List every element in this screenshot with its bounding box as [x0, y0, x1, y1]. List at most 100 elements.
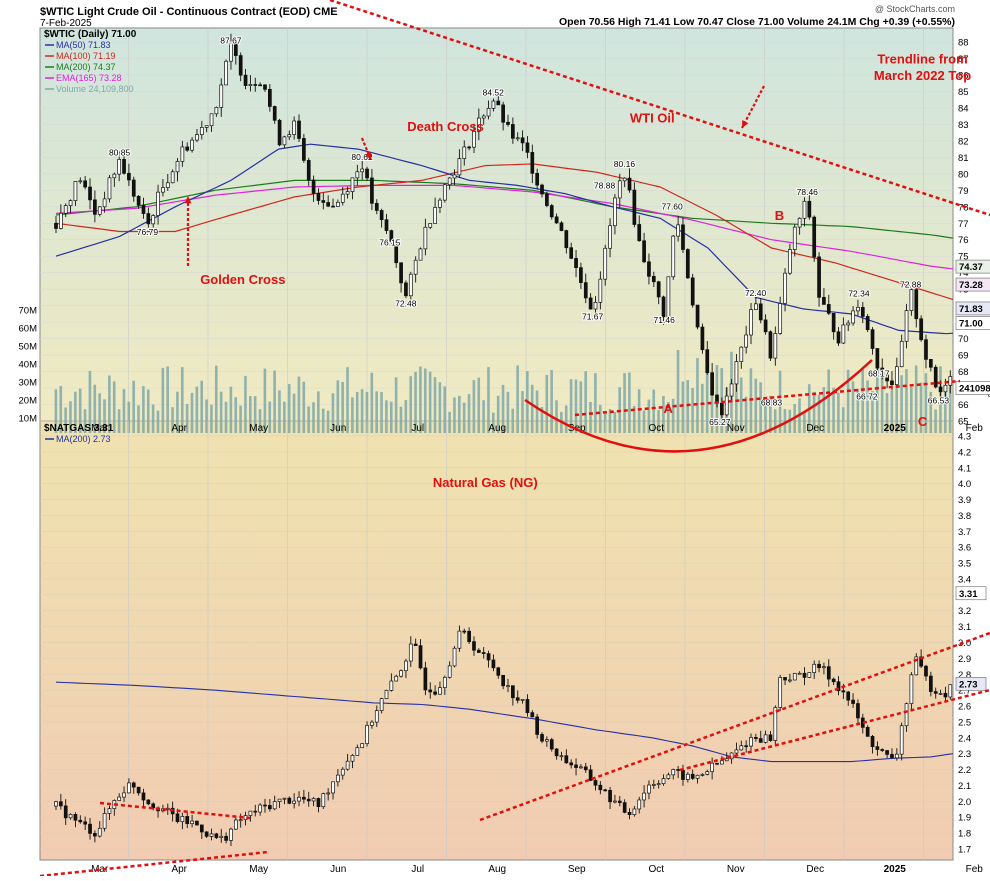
ng-candle-body [413, 643, 418, 647]
ng-candle-body [350, 755, 355, 762]
value-label: 72.88 [900, 280, 922, 290]
oil-candle-body [209, 113, 214, 127]
oil-value-badge-box [955, 301, 990, 316]
volume-bar [841, 407, 845, 433]
ng-candle-body [817, 663, 821, 669]
volume-bar [321, 408, 325, 433]
oil-candle-body [933, 366, 938, 388]
oil-candle-body [983, 337, 986, 349]
volume-bar [195, 386, 199, 433]
volume-bar [623, 373, 626, 433]
ng-candle-body [428, 689, 433, 693]
oil-candle-body [355, 171, 360, 179]
oil-candle-body [418, 248, 423, 261]
ng-price-tick-label: 3.4 [958, 574, 971, 585]
ng-candle-body [238, 819, 243, 822]
month-label: Feb [966, 423, 984, 434]
oil-candle-body [331, 205, 335, 208]
ng-value-badge: 3.31 [959, 589, 978, 600]
oil-candle-body [219, 84, 224, 108]
oil-candle-body [778, 303, 783, 334]
oil-candle-body [83, 180, 88, 188]
value-label: 87.67 [220, 36, 242, 46]
oil-candle-body [894, 366, 899, 386]
rounded-bottom-arc [524, 359, 873, 453]
ng-candle-body [938, 692, 943, 695]
value-label: 72.40 [745, 288, 767, 298]
ng-candle-body [107, 808, 112, 814]
ng-candle-body [481, 652, 486, 654]
ng-candle-body [209, 833, 214, 837]
price-tick-label: 78 [958, 202, 969, 213]
ng-candle-body [302, 796, 306, 800]
ng-candle-body [928, 675, 933, 692]
ng-candle-body [681, 769, 685, 780]
ng-price-tick-label: 3.9 [958, 495, 971, 506]
ng-price-tick-label: 2.2 [958, 765, 971, 776]
volume-bar [914, 365, 918, 433]
ng-ma200-line [55, 681, 953, 763]
ng-candle-body [831, 678, 836, 683]
annotation-label: C [918, 414, 928, 429]
oil-value-badge-box [955, 259, 990, 274]
value-label: 68.17 [868, 369, 890, 379]
ng-candle-body [622, 802, 627, 813]
oil-candle-body [141, 204, 146, 214]
volume-bar [166, 366, 169, 433]
ng-candle-body [593, 780, 598, 786]
oil-candle-body [826, 304, 831, 314]
oil-candle-body [204, 125, 209, 128]
ng-candle-body [399, 670, 403, 677]
oil-value-badge: 24109800 [959, 384, 990, 395]
golden-cross-arrow-head [184, 196, 192, 204]
oil-candle-body [788, 249, 792, 274]
price-tick-label: 82 [958, 136, 969, 147]
volume-bar [954, 394, 957, 433]
ng-candle-body [559, 755, 564, 758]
price-tick-label: 77 [958, 219, 969, 230]
volume-bar [171, 407, 174, 433]
volume-bar [856, 389, 860, 433]
volume-bar [642, 410, 646, 433]
ng-candle-body [418, 645, 423, 669]
ng-candle-body [54, 801, 58, 807]
oil-candle-body [408, 273, 413, 297]
oil-candle-body [233, 43, 238, 56]
ng-price-tick-label: 4.1 [958, 463, 971, 474]
ng-candle-body [973, 658, 976, 659]
ng-candle-body [292, 800, 297, 804]
oil-candle-body [151, 215, 156, 225]
ng-price-tick-label: 1.7 [958, 845, 971, 856]
annotation-label: Trendline from [877, 51, 967, 66]
month-label: Feb [966, 864, 984, 875]
volume-bar [462, 402, 466, 433]
month-label: Jun [330, 864, 346, 875]
ng-candle-body [423, 667, 428, 691]
ng-candle-body [783, 677, 787, 681]
ng-candle-body [734, 749, 739, 754]
bottom-panel [39, 420, 954, 861]
ng-candle-body [564, 755, 569, 764]
ng-candle-body [442, 676, 447, 688]
volume-bar [555, 400, 558, 433]
oil-candle-body [549, 205, 554, 218]
ng-candle-body [554, 748, 559, 757]
ng-candle-body [97, 827, 102, 837]
volume-bar [404, 400, 408, 433]
oil-candle-body [651, 275, 656, 283]
ng-candle-body [88, 823, 92, 834]
oil-candle-body [797, 217, 802, 228]
oil-candle-body [311, 179, 316, 194]
oil-candle-body [370, 177, 374, 204]
ng-price-tick-label: 2.3 [958, 749, 971, 760]
value-label: 76.79 [137, 227, 159, 237]
volume-bar [389, 401, 393, 433]
value-label: 66.72 [856, 392, 878, 402]
oil-candle-body [340, 193, 345, 203]
oil-candle-body [559, 222, 564, 231]
volume-bar [244, 375, 247, 433]
ng-value-badge-box [955, 586, 987, 601]
volume-bar [676, 350, 680, 433]
value-label: 80.16 [614, 159, 636, 169]
ng-candle-body [190, 820, 194, 824]
